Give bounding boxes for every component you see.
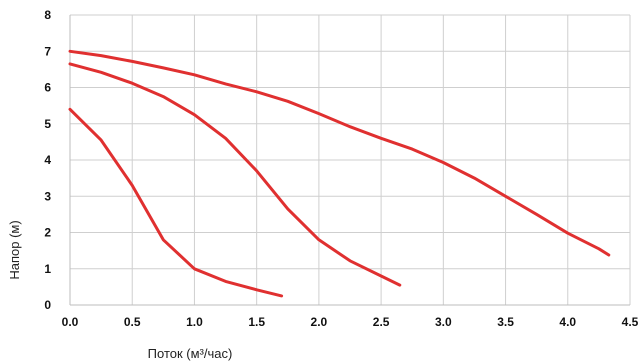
series-line-2 <box>68 62 402 287</box>
series-line-1 <box>68 107 284 298</box>
y-tick-label: 2 <box>44 226 51 240</box>
x-tick-label: 2.0 <box>311 315 328 329</box>
y-tick-label: 7 <box>44 44 51 58</box>
x-tick-label: 2.5 <box>373 315 390 329</box>
x-tick-label: 0.5 <box>124 315 141 329</box>
y-axis-title: Напор (м) <box>7 220 22 279</box>
x-tick-label: 0.0 <box>62 315 79 329</box>
y-tick-labels: 0 1 2 3 4 5 6 7 8 <box>44 8 51 312</box>
series <box>68 49 611 298</box>
x-tick-label: 4.0 <box>559 315 576 329</box>
series-line-3 <box>68 49 611 257</box>
y-tick-label: 1 <box>44 262 51 276</box>
y-tick-label: 6 <box>44 81 51 95</box>
y-tick-label: 0 <box>44 298 51 312</box>
x-axis-title: Поток (м³/час) <box>148 346 233 361</box>
y-tick-label: 5 <box>44 117 51 131</box>
y-tick-label: 8 <box>44 8 51 22</box>
y-tick-label: 3 <box>44 189 51 203</box>
x-tick-label: 4.5 <box>622 315 639 329</box>
x-tick-label: 1.0 <box>186 315 203 329</box>
grid <box>70 14 631 305</box>
x-tick-label: 3.0 <box>435 315 452 329</box>
x-tick-label: 3.5 <box>497 315 514 329</box>
y-tick-label: 4 <box>44 153 51 167</box>
x-tick-labels: 0.0 0.5 1.0 1.5 2.0 2.5 3.0 3.5 4.0 4.5 <box>62 315 639 329</box>
x-tick-label: 1.5 <box>248 315 265 329</box>
